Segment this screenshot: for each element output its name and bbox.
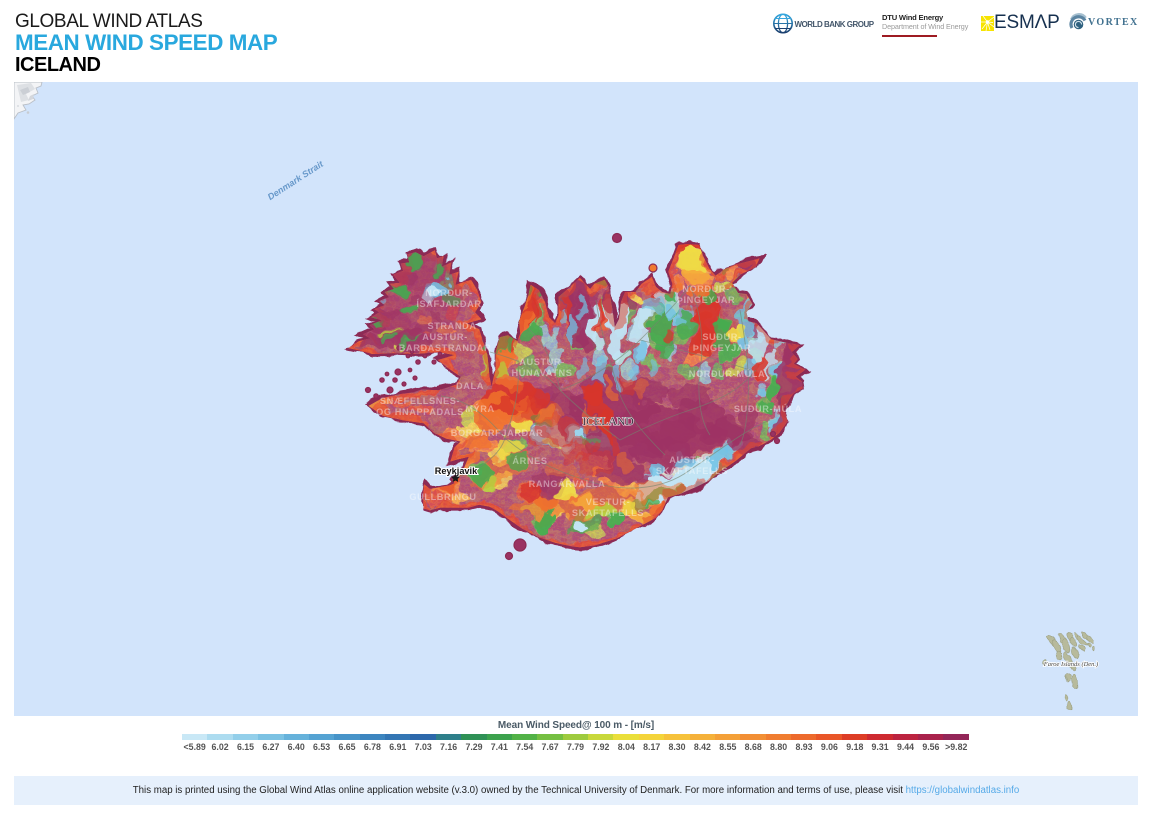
svg-text:Faroe Islands (Den.): Faroe Islands (Den.) xyxy=(1043,661,1098,668)
svg-text:AUSTUR-: AUSTUR- xyxy=(669,455,715,465)
svg-text:AUSTUR-: AUSTUR- xyxy=(422,332,468,342)
svg-text:BORGARFJARÐAR: BORGARFJARÐAR xyxy=(451,428,544,438)
svg-text:SUÐUR-: SUÐUR- xyxy=(702,332,741,342)
svg-text:RANGÁRVALLA: RANGÁRVALLA xyxy=(529,478,606,489)
svg-text:Reykjavik: Reykjavik xyxy=(435,466,478,476)
svg-text:GULLBRINGU: GULLBRINGU xyxy=(409,492,476,502)
svg-text:ICELAND: ICELAND xyxy=(582,414,634,428)
svg-text:SKAFTAFELLS: SKAFTAFELLS xyxy=(656,466,728,476)
svg-text:SUÐUR-MÚLA: SUÐUR-MÚLA xyxy=(734,403,802,414)
svg-text:NORÐUR-: NORÐUR- xyxy=(425,288,473,298)
svg-text:ÞINGEYJAR: ÞINGEYJAR xyxy=(693,343,752,353)
svg-text:ÁRNES: ÁRNES xyxy=(512,455,547,466)
svg-text:SKAFTAFELLS: SKAFTAFELLS xyxy=(572,508,644,518)
svg-text:ÞINGEYJAR: ÞINGEYJAR xyxy=(677,295,736,305)
svg-text:STRANDA: STRANDA xyxy=(427,321,476,331)
svg-text:VESTUR-: VESTUR- xyxy=(586,497,631,507)
svg-text:WORLD BANK GROUP: WORLD BANK GROUP xyxy=(795,20,875,29)
svg-text:NORÐUR-MÚLA: NORÐUR-MÚLA xyxy=(689,368,766,379)
svg-text:ÍSAFJARÐAR: ÍSAFJARÐAR xyxy=(416,298,481,309)
svg-text:BARÐASTRANDAR: BARÐASTRANDAR xyxy=(399,343,492,353)
svg-text:MÝRA: MÝRA xyxy=(465,403,494,414)
svg-text:Denmark Strait: Denmark Strait xyxy=(266,158,326,202)
svg-text:DALA: DALA xyxy=(456,381,484,391)
svg-text:SNÆFELLSNES-: SNÆFELLSNES- xyxy=(380,396,460,406)
svg-text:NORÐUR-: NORÐUR- xyxy=(682,284,730,294)
svg-text:OG HNAPPADALS: OG HNAPPADALS xyxy=(376,407,464,417)
svg-text:AUSTUR-: AUSTUR- xyxy=(519,357,565,367)
svg-text:HÚNAVATNS: HÚNAVATNS xyxy=(511,367,572,378)
